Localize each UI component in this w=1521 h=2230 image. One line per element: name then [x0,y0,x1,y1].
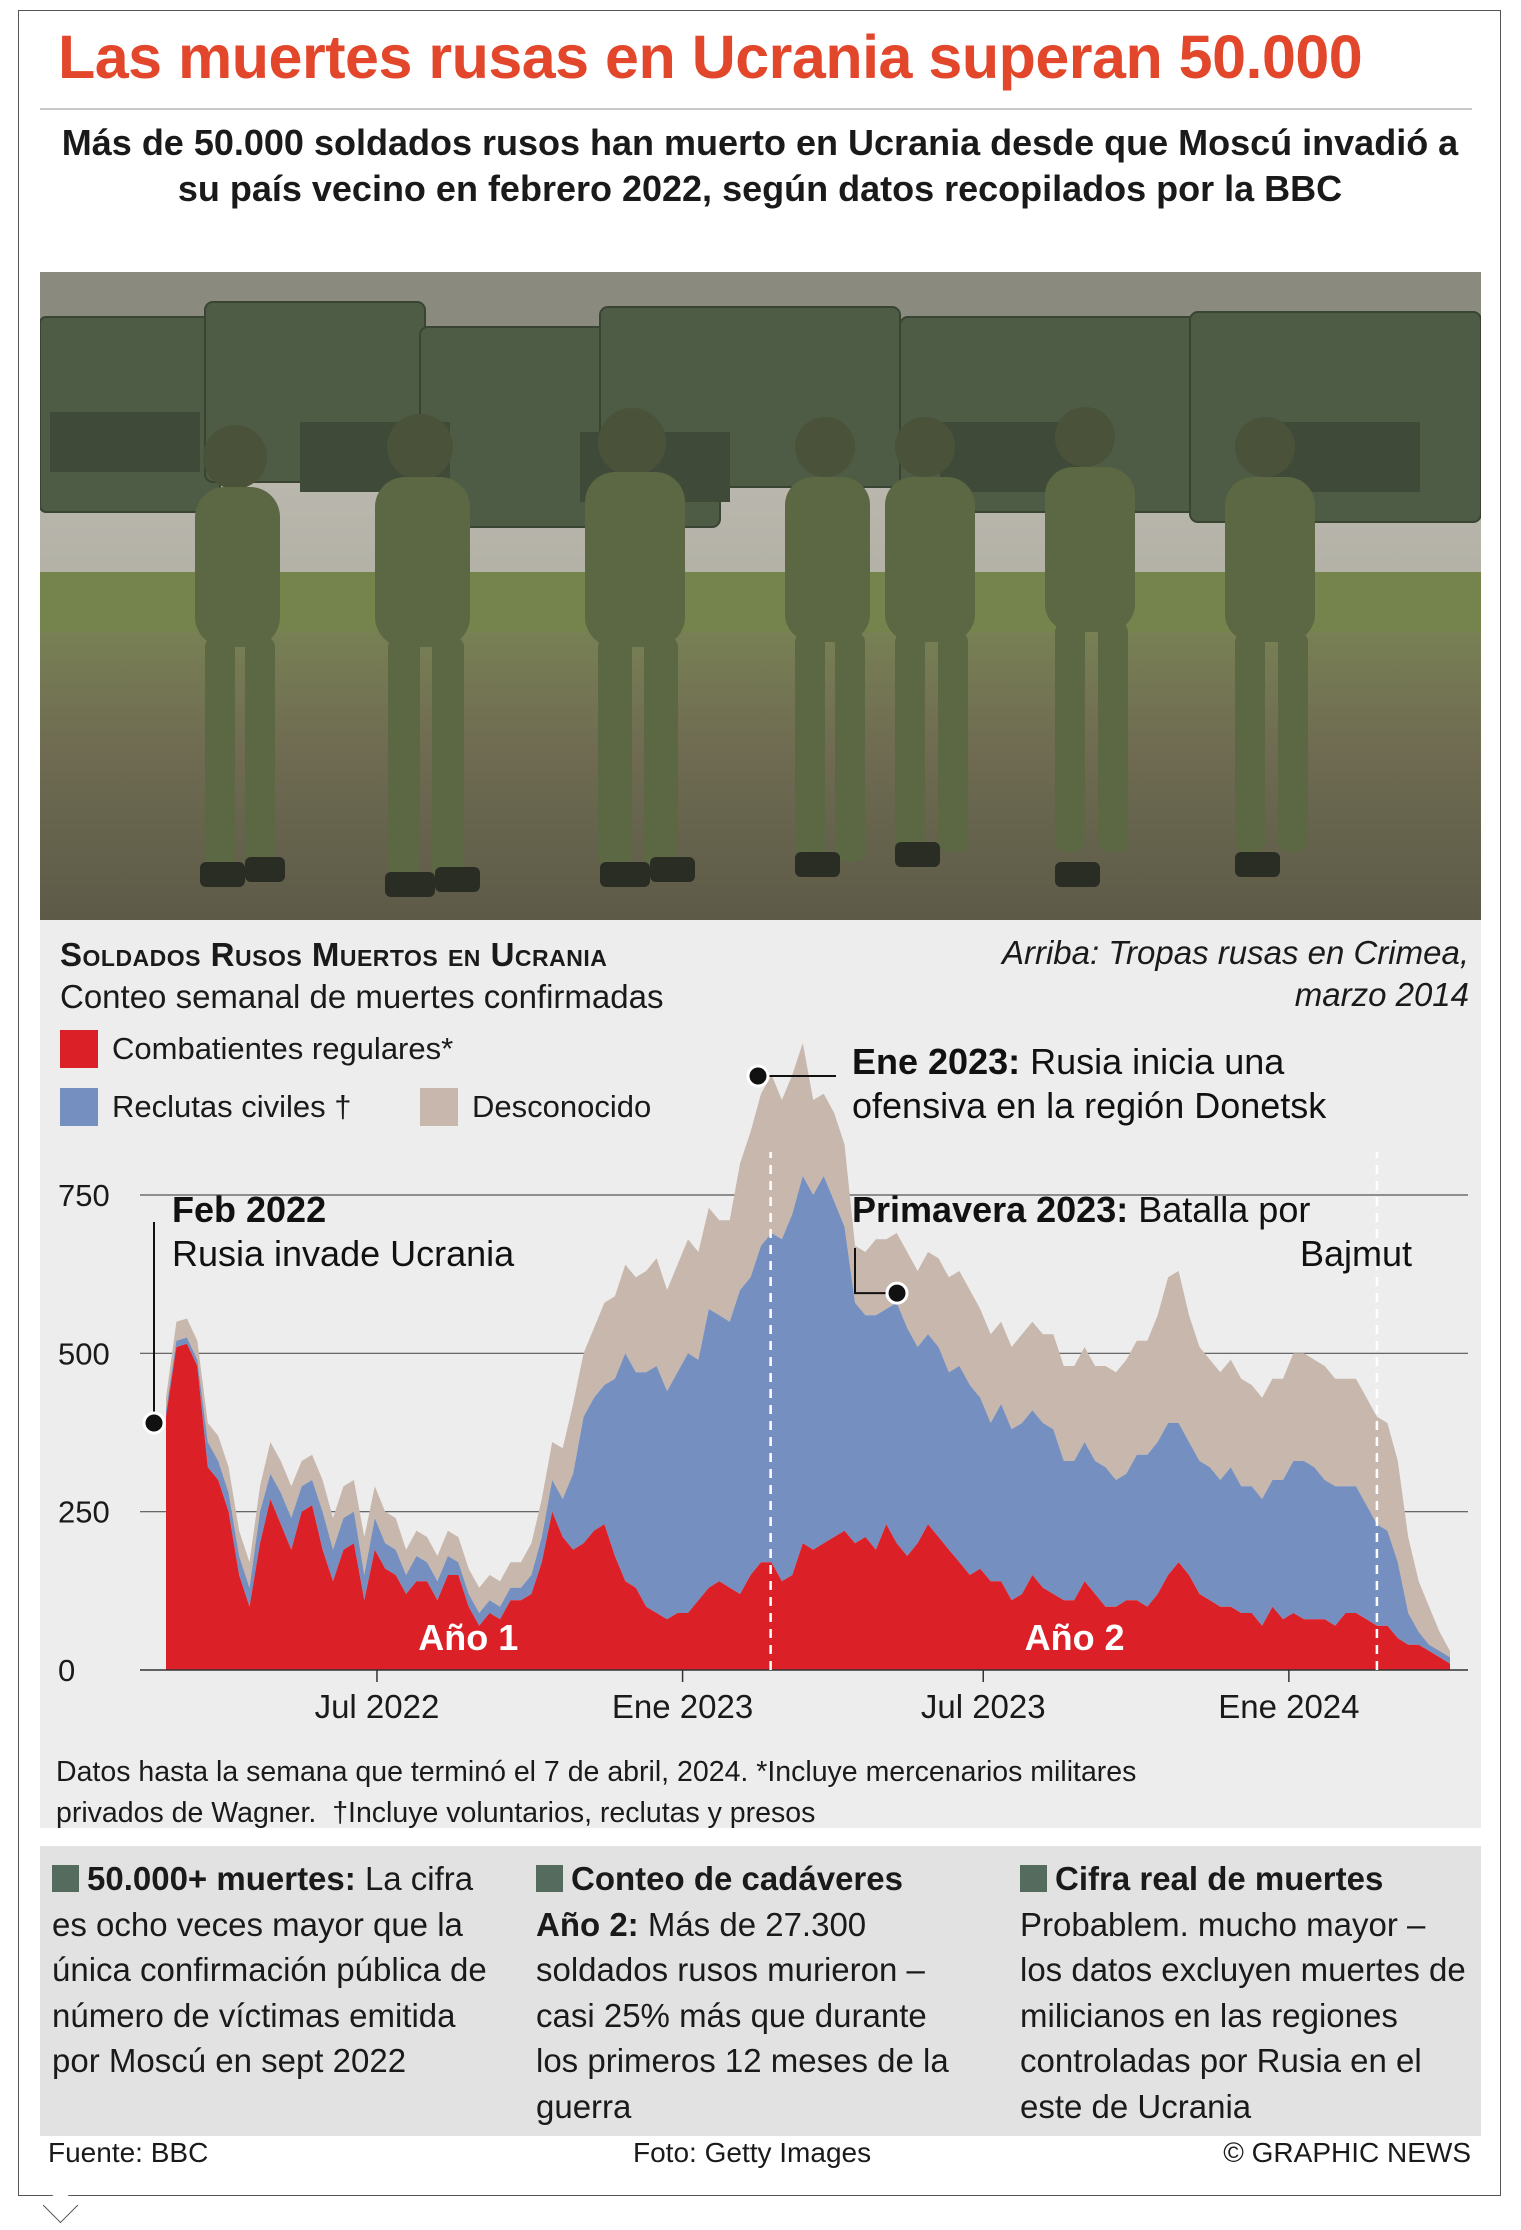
area-desconocido [166,1043,1450,1658]
annotation-dot [746,1064,770,1088]
box-heading: 50.000+ muertes: [87,1860,356,1897]
legend-item-reclutas: Reclutas civiles † [60,1088,351,1126]
y-tick-label: 500 [58,1336,110,1371]
period-label: Año 1 [418,1617,518,1658]
soldiers-photo [40,272,1481,920]
title-divider [40,108,1472,110]
y-tick-label: 0 [58,1653,75,1688]
box-heading: Conteo de cadáveres [571,1860,903,1897]
box-text: La cifra es ocho veces mayor que la únic… [52,1860,487,2079]
annotation-dot [885,1281,909,1305]
info-box-cifra: Cifra real de muertes Probablem. mucho m… [1020,1856,1470,2129]
chart-title: Soldados Rusos Muertos en Ucrania [60,936,608,973]
annotation-leader [854,1248,897,1295]
photo-caption: Arriba: Tropas rusas en Crimea, marzo 20… [1001,934,1469,1013]
legend-swatch-red [60,1030,98,1068]
legend-label: Combatientes regulares* [112,1031,454,1066]
box-text: Más de 27.300 soldados rusos murieron – … [536,1905,949,2125]
box-subheading: Año 2: [536,1905,639,1943]
copyright: © GRAPHIC NEWS [1223,2137,1471,2168]
footnote: Datos hasta la semana que terminó el 7 d… [56,1752,1466,1834]
box-marker [536,1865,563,1892]
legend-label: Reclutas civiles † [112,1089,352,1124]
x-tick-label: Jul 2023 [921,1688,1046,1725]
box-heading: Cifra real de muertes [1055,1860,1384,1897]
chart-subtitle: Conteo semanal de muertes confirmadas [60,978,664,1015]
legend-item-regulares: Combatientes regulares* [60,1030,453,1068]
annotation-text: Rusia invade Ucrania [172,1233,515,1274]
box-marker [1020,1865,1047,1892]
photo-credit-line: Foto: Getty Images [633,2137,872,2168]
frame [18,10,1501,2196]
x-tick-label: Jul 2022 [315,1688,440,1725]
headline: Las muertes rusas en Ucrania superan 50.… [58,23,1363,91]
annotation-text: Bajmut [1300,1233,1412,1274]
y-tick-label: 250 [58,1495,110,1530]
x-tick-label: Ene 2024 [1218,1688,1359,1725]
footnote-wagner: privados de Wagner. [56,1797,317,1829]
x-tick-label: Ene 2023 [612,1688,753,1725]
legend-swatch-blue [60,1088,98,1126]
annotation-text: Ene 2023: Rusia inicia una [852,1041,1285,1082]
legend-item-desconocido: Desconocido [420,1088,651,1126]
annotation-title: Feb 2022 [172,1189,326,1230]
legend-swatch-tan [420,1088,458,1126]
area-reclutas-civiles- [166,1176,1450,1664]
period-label: Año 2 [1025,1617,1125,1658]
info-boxes [40,1846,1481,2136]
footnote-line-1: Datos hasta la semana que terminó el 7 d… [56,1756,1137,1788]
subtitle: Más de 50.000 soldados rusos han muerto … [61,122,1459,209]
y-tick-label: 750 [58,1178,110,1213]
area-combatientes-regulares- [166,1343,1450,1670]
annotation-text: ofensiva en la región Donetsk [852,1085,1327,1126]
info-box-conteo: Conteo de cadáveres Año 2: Más de 27.300… [536,1856,976,2129]
box-marker [52,1865,79,1892]
footnote-line-2: privados de Wagner. †Incluye voluntarios… [56,1793,1466,1834]
legend-label: Desconocido [472,1089,652,1124]
source-credit: Fuente: BBC [48,2137,209,2168]
footnote-reclutas: †Incluye voluntarios, reclutas y presos [332,1797,816,1829]
box-text: Probablem. mucho mayor – los datos exclu… [1020,1905,1466,2125]
annotation-dot [142,1411,166,1435]
info-box-muertes: 50.000+ muertes: La cifra es ocho veces … [52,1856,492,2084]
area-chart: 0 250 500 750 Jul 2022 Ene 2023 Jul 2023 Ene 20… [58,1041,1468,1725]
annotation-text: Primavera 2023: Batalla por [852,1189,1310,1230]
